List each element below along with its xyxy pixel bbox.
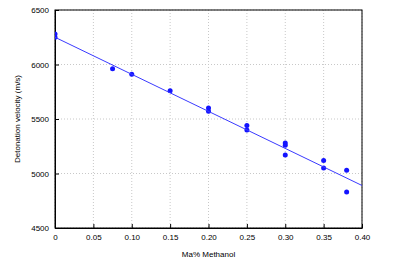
- y-tick-label: 5000: [31, 170, 49, 179]
- data-point: [321, 158, 326, 163]
- x-tick: 0.30: [278, 224, 294, 242]
- y-tick-mark: [55, 119, 59, 120]
- x-tick-mark: [209, 224, 210, 228]
- x-tick-label: 0.05: [86, 233, 102, 242]
- x-tick-mark: [324, 224, 325, 228]
- y-tick-label: 4500: [31, 224, 49, 233]
- x-grid-line: [93, 10, 94, 228]
- x-axis: 0 0.05 0.10 0.15 0.20 0.25 0.30 0.35 0.40: [53, 224, 371, 242]
- data-point: [344, 168, 349, 173]
- x-tick-label: 0.15: [163, 233, 179, 242]
- data-point: [110, 66, 115, 71]
- x-tick: 0.25: [240, 224, 256, 242]
- y-axis-title: Detonation velocity (m/s): [13, 75, 22, 163]
- x-tick-label: 0.40: [355, 233, 371, 242]
- y-grid-line: [55, 119, 362, 120]
- y-tick-label: 6000: [31, 61, 49, 70]
- x-tick-label: 0.10: [124, 233, 140, 242]
- y-tick-mark: [55, 65, 59, 66]
- x-tick: 0.35: [316, 224, 332, 242]
- grid: [55, 10, 362, 228]
- data-point: [344, 190, 349, 195]
- x-tick: 0.15: [163, 224, 179, 242]
- x-grid-line: [323, 10, 324, 228]
- x-tick: 0.40: [355, 224, 371, 242]
- x-tick-mark: [170, 224, 171, 228]
- x-tick-label: 0.30: [278, 233, 294, 242]
- x-tick-label: 0.35: [316, 233, 332, 242]
- data-point: [283, 143, 288, 148]
- x-tick: 0.05: [86, 224, 102, 242]
- x-tick-label: 0.25: [240, 233, 256, 242]
- y-grid-line: [55, 173, 362, 174]
- fit-line: [55, 37, 362, 185]
- data-point: [283, 152, 288, 157]
- data-point: [244, 123, 249, 128]
- plot-frame: [55, 10, 362, 228]
- plot-area: [55, 31, 362, 194]
- y-tick-mark: [55, 174, 59, 175]
- x-grid-line: [285, 10, 286, 228]
- x-axis-title: Ma% Methanol: [182, 250, 236, 259]
- y-tick-label: 5500: [31, 115, 49, 124]
- background: [0, 0, 400, 267]
- x-tick: 0.10: [124, 224, 140, 242]
- x-tick-label: 0: [53, 233, 58, 242]
- x-tick-mark: [285, 224, 286, 228]
- y-grid-line: [55, 64, 362, 65]
- x-tick-mark: [247, 224, 248, 228]
- x-grid-line: [131, 10, 132, 228]
- x-tick-mark: [132, 224, 133, 228]
- x-tick: 0.20: [201, 224, 217, 242]
- y-tick-label: 6500: [31, 6, 49, 15]
- x-tick-label: 0.20: [201, 233, 217, 242]
- x-tick-mark: [93, 224, 94, 228]
